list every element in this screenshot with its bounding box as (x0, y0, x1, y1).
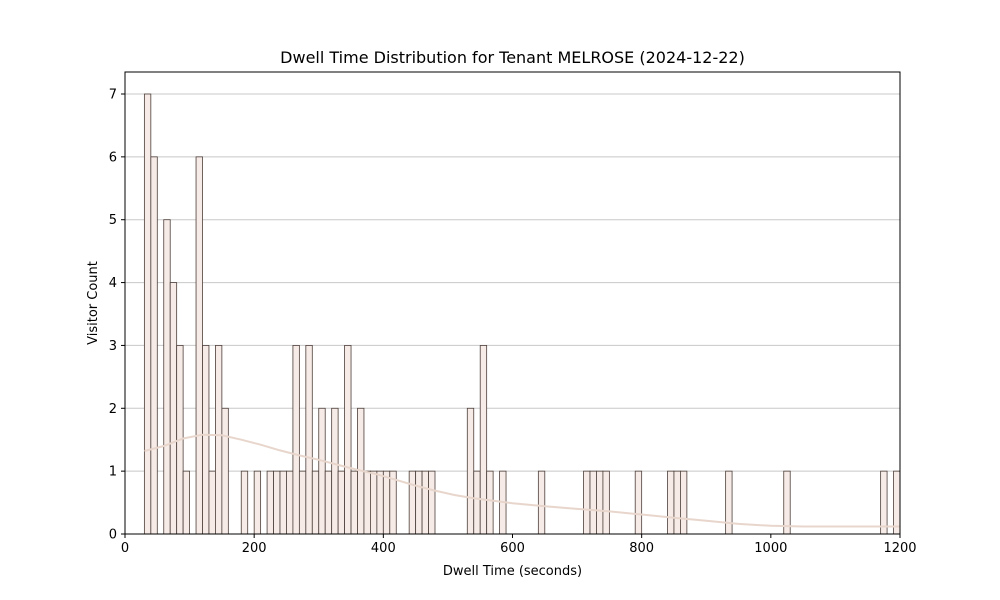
histogram-bar (266, 470, 274, 535)
histogram-bar (240, 470, 249, 535)
y-tick-label: 3 (109, 339, 117, 354)
x-tick-label: 600 (500, 541, 525, 556)
histogram-bar (466, 407, 475, 535)
histogram-bars (143, 93, 901, 535)
x-tick-label: 200 (242, 541, 267, 556)
y-tick-label: 0 (109, 528, 117, 543)
histogram-bar (634, 470, 643, 535)
histogram-bar (537, 470, 546, 535)
histogram-bar (680, 470, 688, 535)
density-curve (144, 433, 900, 528)
y-tick-label: 1 (109, 465, 117, 480)
histogram-bar (421, 470, 429, 535)
histogram-bar (286, 470, 294, 535)
histogram-bar (344, 345, 352, 535)
histogram-bar (363, 470, 371, 535)
histogram-bar (415, 470, 423, 535)
histogram-bar (253, 470, 262, 535)
histogram-bar (382, 470, 391, 535)
histogram-bar (596, 470, 604, 535)
y-tick-label: 4 (109, 276, 117, 291)
y-axis-ticks: 0 1 2 3 4 5 6 7 (109, 88, 125, 543)
y-tick-label: 2 (109, 402, 117, 417)
histogram-bar (486, 470, 494, 535)
histogram-bar (311, 470, 320, 535)
histogram-bar (370, 470, 378, 535)
y-axis-label: Visitor Count (86, 261, 101, 345)
x-tick-label: 1200 (883, 541, 916, 556)
histogram-bar (725, 470, 733, 535)
y-tick-label: 6 (109, 150, 117, 165)
histogram-bar (202, 345, 210, 535)
histogram-bar (376, 470, 384, 535)
histogram-bar (667, 470, 675, 535)
histogram-bar (221, 407, 229, 535)
histogram-bar (589, 470, 597, 535)
x-axis-label: Dwell Time (seconds) (443, 564, 582, 579)
histogram-bar (150, 156, 158, 535)
histogram-bar (163, 219, 171, 535)
histogram-bar (195, 156, 203, 535)
histogram-bar (479, 345, 488, 535)
histogram-bar (473, 470, 481, 535)
histogram-bar (408, 470, 417, 535)
histogram-bar (428, 470, 436, 535)
histogram-bar (602, 470, 610, 535)
x-tick-label: 0 (121, 541, 129, 556)
x-tick-label: 1000 (754, 541, 787, 556)
histogram-bar (880, 470, 888, 535)
histogram-bar (208, 470, 216, 535)
chart-title: Dwell Time Distribution for Tenant MELRO… (280, 48, 745, 67)
histogram-bar (169, 282, 178, 535)
histogram-bar (292, 345, 300, 535)
histogram-bar (182, 470, 190, 535)
x-axis-ticks: 0 200 400 600 800 1000 1200 (121, 534, 917, 556)
histogram-bar (893, 470, 901, 535)
y-tick-label: 5 (109, 213, 117, 228)
histogram-bar (350, 470, 358, 535)
histogram-bar (331, 407, 339, 535)
histogram-bar (215, 345, 223, 535)
histogram-bar (305, 345, 313, 535)
histogram-bar (783, 470, 791, 535)
histogram-bar (298, 470, 307, 535)
histogram-bar (318, 407, 326, 535)
histogram-bar (673, 470, 681, 535)
x-tick-label: 400 (371, 541, 396, 556)
histogram-bar (279, 470, 287, 535)
histogram-bar (324, 470, 333, 535)
histogram-bar (273, 470, 281, 535)
histogram-bar (583, 470, 591, 535)
x-tick-label: 800 (629, 541, 654, 556)
histogram-bar (143, 93, 152, 535)
histogram-bar (337, 470, 345, 535)
y-tick-label: 7 (109, 88, 117, 103)
